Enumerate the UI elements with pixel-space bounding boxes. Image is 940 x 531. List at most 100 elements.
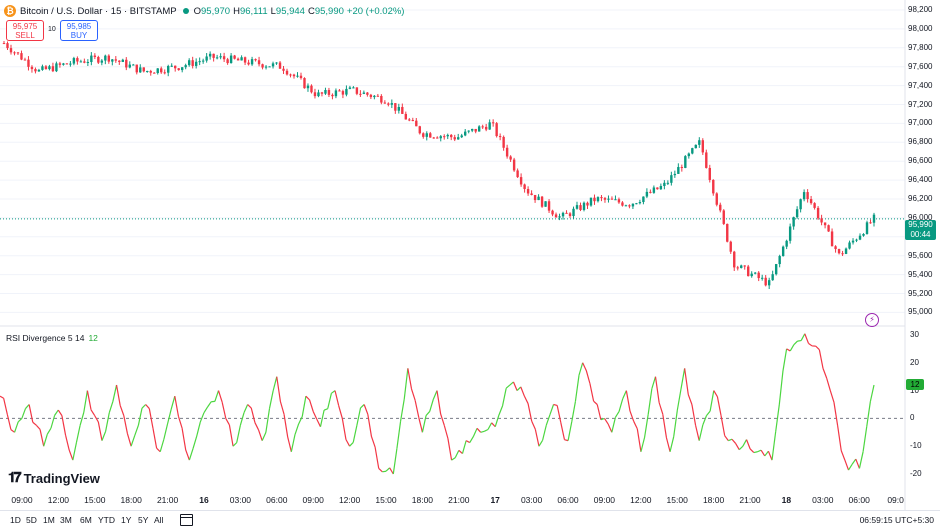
candle-body [62,63,64,64]
candle-body [335,90,337,96]
candle-body [398,107,400,111]
rsi-segment [397,421,401,448]
rsi-segment [215,391,219,402]
range-button-ytd[interactable]: YTD [98,515,115,525]
rsi-segment [459,450,463,453]
candle-body [387,103,389,104]
calendar-icon[interactable] [180,514,193,526]
candle-body [764,278,766,286]
rsi-segment [386,468,390,471]
candle-body [478,126,480,131]
candle-body [611,199,613,200]
rsi-segment [626,391,630,411]
candle-body [499,136,501,137]
candle-body [230,56,232,64]
rsi-segment [739,446,743,449]
price-axis-label: 97,800 [908,43,932,52]
candle-body [792,217,794,226]
rsi-segment [368,414,372,436]
symbol-title[interactable]: Bitcoin / U.S. Dollar · 15 · BITSTAMP [20,6,177,17]
candle-body [412,120,414,121]
rsi-segment [666,438,670,452]
candle-body [600,197,602,198]
rsi-segment [237,425,241,442]
low-value: 95,944 [276,6,305,17]
candle-body [38,70,40,71]
rsi-segment [55,410,59,415]
rsi-segment [69,450,73,460]
rsi-segment [408,368,412,389]
buy-button[interactable]: 95,985 BUY [60,20,98,41]
candle-body [845,249,847,254]
candle-body [548,201,550,210]
rsi-segment [524,396,528,403]
range-button-1d[interactable]: 1D [10,515,21,525]
range-button-1y[interactable]: 1Y [121,515,131,525]
sell-button[interactable]: 95,975 SELL [6,20,44,41]
candle-body [649,192,651,193]
candle-body [852,241,854,243]
range-button-3m[interactable]: 3M [60,515,72,525]
rsi-segment [747,440,751,449]
rsi-segment [430,399,434,411]
candle-body [757,273,759,278]
chart-canvas[interactable] [0,0,940,510]
alert-icon[interactable]: ⚡ [865,313,879,327]
rsi-segment [816,346,820,350]
candle-body [55,63,57,71]
symbol-legend[interactable]: ₿ Bitcoin / U.S. Dollar · 15 · BITSTAMP … [4,3,407,19]
rsi-segment [615,411,619,417]
time-axis-label: 09:00 [303,495,324,505]
candle-body [817,208,819,218]
range-button-1m[interactable]: 1M [43,515,55,525]
candle-body [73,58,75,64]
price-axis-label: 96,400 [908,175,932,184]
candle-body [831,231,833,246]
candle-body [27,60,29,67]
candle-body [712,180,714,193]
candle-body [272,63,274,66]
buy-label: BUY [71,31,87,40]
rsi-axis-label: 30 [910,330,919,339]
candle-body [265,67,267,68]
rsi-segment [488,423,492,430]
range-button-6m[interactable]: 6M [80,515,92,525]
time-axis-label: 06:00 [557,495,578,505]
price-axis-label: 97,400 [908,81,932,90]
rsi-segment [175,396,179,416]
clock[interactable]: 06:59:15 UTC+5:30 [860,515,934,525]
rsi-segment [208,402,212,407]
candle-body [838,249,840,253]
rsi-segment [331,391,335,394]
tradingview-wordmark: TradingView [24,471,100,486]
rsi-axis-label: -10 [910,441,922,450]
range-button-all[interactable]: All [154,515,163,525]
bitcoin-icon: ₿ [4,5,16,17]
rsi-segment [448,439,452,461]
price-axis-label: 96,200 [908,194,932,203]
rsi-segment [757,450,761,452]
rsi-segment [186,450,190,460]
rsi-segment [681,368,685,389]
range-button-5d[interactable]: 5D [26,515,37,525]
range-button-5y[interactable]: 5Y [138,515,148,525]
candle-body [69,64,71,65]
candle-body [775,264,777,274]
candle-body [373,96,375,97]
candle-body [150,71,152,73]
indicator-value: 12 [88,333,97,343]
candle-body [813,203,815,208]
candle-body [153,73,155,74]
candle-body [607,199,609,200]
rsi-segment [637,429,641,452]
high-value: 96,111 [240,6,268,17]
buy-price: 95,985 [67,22,91,31]
candle-body [160,68,162,72]
rsi-segment [670,437,674,452]
candle-body [464,132,466,136]
rsi-segment [736,443,740,449]
rsi-segment [160,439,164,452]
candle-body [513,160,515,171]
candle-body [219,56,221,57]
